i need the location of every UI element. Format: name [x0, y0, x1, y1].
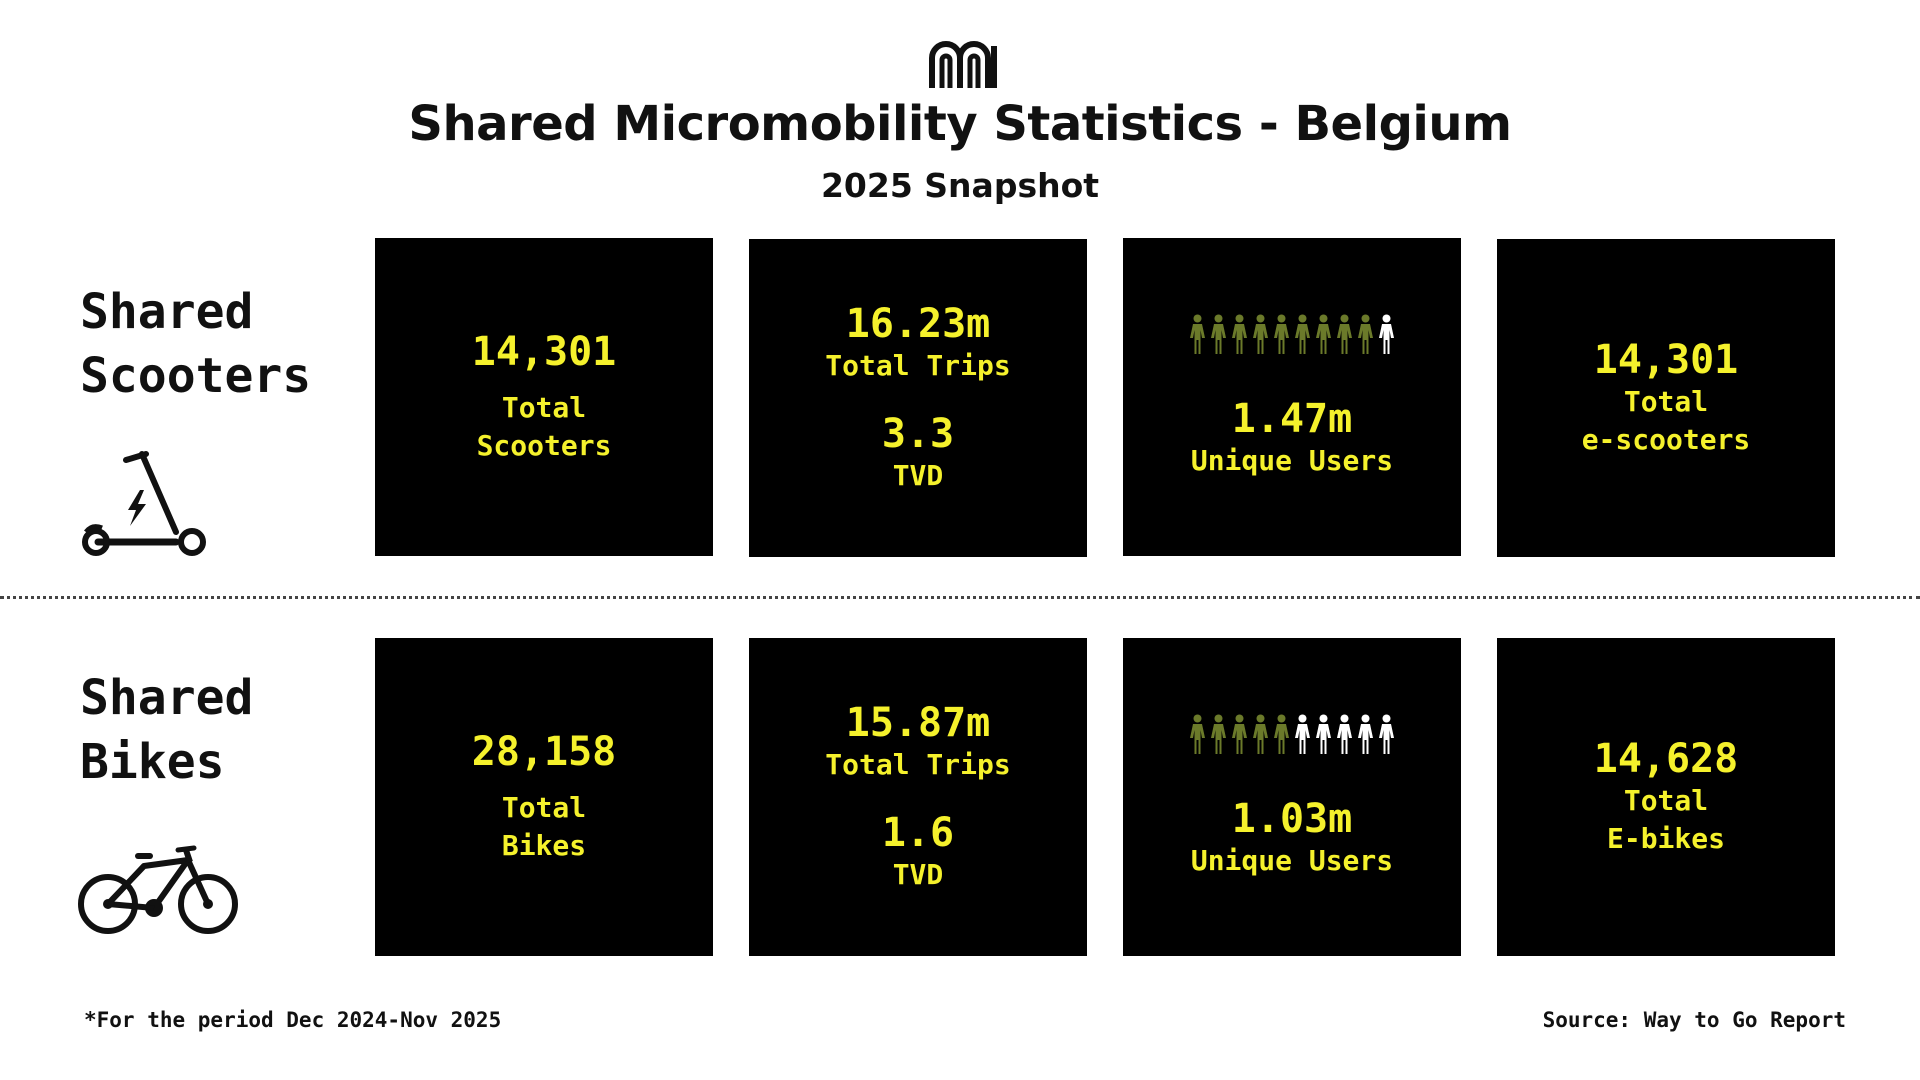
stat-label: Bikes — [501, 829, 587, 862]
card-scooters-fleet: 14,301 Total Scooters — [375, 238, 713, 556]
person-icon-filled — [1232, 714, 1247, 754]
person-icon-filled — [1274, 314, 1289, 354]
card-bikes-fleet: 28,158 Total Bikes — [375, 638, 713, 956]
stat-value: 16.23m — [845, 301, 991, 347]
stat-label: e-scooters — [1581, 423, 1751, 456]
stat-label: Unique Users — [1190, 444, 1394, 477]
person-icon-empty — [1379, 314, 1394, 354]
stat-value: 14,301 — [1593, 337, 1739, 383]
person-icon-empty — [1358, 714, 1373, 754]
person-icon-empty — [1379, 714, 1394, 754]
person-icon-filled — [1253, 314, 1268, 354]
person-icon-filled — [1232, 314, 1247, 354]
mm-logo-icon — [929, 41, 997, 88]
stat-label: Total — [1623, 385, 1709, 418]
stat-label: Scooters — [476, 429, 612, 462]
stat-label: Total Trips — [825, 349, 1011, 382]
person-icon-filled — [1358, 314, 1373, 354]
period-footnote: *For the period Dec 2024-Nov 2025 — [84, 1008, 502, 1032]
stat-value: 1.03m — [1231, 796, 1353, 842]
e-scooter-icon — [82, 451, 206, 556]
section-label-scooters: Shared Scooters — [80, 284, 312, 404]
stat-value: 15.87m — [845, 700, 991, 746]
stat-value: 3.3 — [881, 411, 955, 457]
person-icon-filled — [1190, 714, 1205, 754]
stat-label: Total Trips — [825, 748, 1011, 781]
card-scooters-users: 1.47m Unique Users — [1123, 238, 1461, 556]
stat-value: 1.47m — [1231, 396, 1353, 442]
source-note: Source: Way to Go Report — [1542, 1008, 1846, 1032]
person-icon-filled — [1190, 314, 1205, 354]
people-pictogram — [1189, 314, 1395, 354]
section-divider — [0, 596, 1920, 599]
stat-value: 28,158 — [471, 729, 617, 775]
stat-value: 14,301 — [471, 329, 617, 375]
stat-label: Unique Users — [1190, 844, 1394, 877]
stat-label: Total — [501, 391, 587, 424]
page-subtitle: 2025 Snapshot — [820, 166, 1100, 205]
stat-label: TVD — [892, 459, 944, 492]
card-scooters-electric: 14,301 Total e-scooters — [1497, 239, 1835, 557]
card-bikes-electric: 14,628 Total E-bikes — [1497, 638, 1835, 956]
page-title: Shared Micromobility Statistics - Belgiu… — [408, 96, 1512, 152]
stat-label: TVD — [892, 858, 944, 891]
stat-label: E-bikes — [1606, 822, 1725, 855]
e-bike-icon — [78, 845, 238, 934]
person-icon-empty — [1295, 714, 1310, 754]
stat-label: Total — [1623, 784, 1709, 817]
person-icon-filled — [1295, 314, 1310, 354]
person-icon-filled — [1211, 714, 1226, 754]
person-icon-filled — [1253, 714, 1268, 754]
person-icon-filled — [1211, 314, 1226, 354]
card-bikes-users: 1.03m Unique Users — [1123, 638, 1461, 956]
card-scooters-trips: 16.23m Total Trips 3.3 TVD — [749, 239, 1087, 557]
stat-value: 14,628 — [1593, 736, 1739, 782]
person-icon-empty — [1337, 714, 1352, 754]
stat-label: Total — [501, 791, 587, 824]
section-label-bikes: Shared Bikes — [80, 670, 254, 790]
person-icon-empty — [1316, 714, 1331, 754]
people-pictogram — [1189, 714, 1395, 754]
person-icon-filled — [1274, 714, 1289, 754]
person-icon-filled — [1316, 314, 1331, 354]
card-bikes-trips: 15.87m Total Trips 1.6 TVD — [749, 638, 1087, 956]
stat-value: 1.6 — [881, 810, 955, 856]
person-icon-filled — [1337, 314, 1352, 354]
